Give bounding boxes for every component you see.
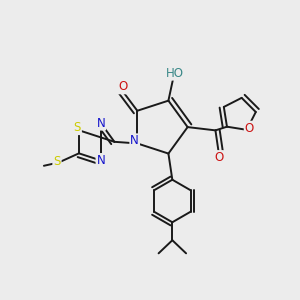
Text: S: S (74, 121, 81, 134)
Text: N: N (130, 134, 139, 147)
Text: HO: HO (166, 67, 184, 80)
Text: O: O (214, 151, 223, 164)
Text: N: N (97, 117, 105, 130)
Text: N: N (97, 154, 105, 167)
Text: O: O (245, 122, 254, 135)
Text: S: S (53, 155, 61, 168)
Text: O: O (118, 80, 127, 93)
